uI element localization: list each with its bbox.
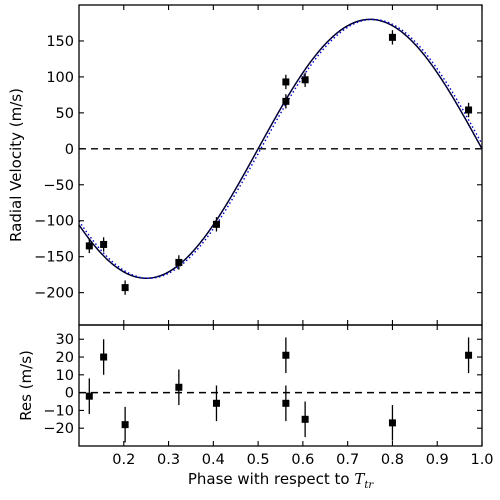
rv-point	[85, 238, 93, 254]
rv-point	[100, 237, 108, 252]
rv-y-tick-label: 150	[46, 34, 74, 50]
rv-y-tick-label: 100	[46, 70, 74, 86]
residual-marker	[282, 399, 290, 407]
residual-marker	[85, 392, 93, 400]
x-tick-label: 0.8	[381, 452, 404, 468]
residual-point	[175, 369, 183, 406]
residual-point	[301, 401, 309, 438]
rv-y-tick-label: 50	[56, 106, 74, 122]
residual-y-tick-label: 0	[65, 386, 74, 402]
residuals-panel: 30 20 10 0−10 −20 0.2 0.3 0.4 0.5 0.6 0.7 0.8 0.9 1.0…	[17, 324, 494, 491]
rv-marker	[282, 78, 290, 86]
residual-ticks: 30 20 10 0−10 −20 0.2 0.3 0.4 0.5 0.6 0.7 0.8 0.9 1.0	[43, 325, 494, 468]
residual-point	[388, 405, 396, 441]
x-axis-label-subscript: tr	[364, 480, 374, 491]
x-axis-label-text: Phase with respect to	[188, 470, 355, 488]
rv-marker	[175, 258, 183, 266]
rv-marker	[301, 76, 309, 84]
residual-y-tick-label: −20	[43, 421, 74, 437]
residual-y-tick-label: 30	[56, 332, 74, 348]
residual-marker	[282, 351, 290, 359]
rv-y-axis-label: Radial Velocity (m/s)	[7, 88, 25, 242]
rv-point	[212, 217, 220, 232]
rv-point	[465, 102, 473, 118]
residual-marker	[465, 351, 473, 359]
rv-marker	[121, 284, 129, 292]
rv-y-tick-label: −200	[34, 286, 74, 302]
rv-marker	[388, 33, 396, 41]
x-tick-label: 0.5	[247, 452, 270, 468]
model-curve-solid	[78, 18, 483, 280]
rv-marker	[282, 97, 290, 105]
residual-point	[282, 385, 290, 422]
x-tick-label: 0.6	[291, 452, 314, 468]
rv-y-tick-label: −50	[43, 178, 74, 194]
model-curve-dotted	[78, 18, 483, 279]
residual-marker	[301, 415, 309, 423]
rv-point	[388, 30, 396, 45]
rv-marker	[85, 242, 93, 250]
rv-marker	[465, 106, 473, 114]
residual-y-tick-label: −10	[43, 403, 74, 419]
rv-point	[121, 280, 129, 295]
model-curves	[78, 18, 483, 280]
rv-y-tick-label: −150	[34, 250, 74, 266]
residual-point	[212, 385, 220, 422]
residual-marker	[100, 353, 108, 361]
residual-marker	[175, 383, 183, 391]
residual-point	[465, 337, 473, 374]
residual-point	[100, 339, 108, 375]
radial-velocity-panel: 150 100 50 0 −50 −100 −150 −200 Radial Velocity…	[7, 4, 483, 326]
residual-y-tick-label: 20	[56, 350, 74, 366]
x-axis-label-math: T	[354, 470, 365, 488]
rv-point	[301, 72, 309, 87]
residual-point	[121, 406, 129, 443]
rv-marker	[212, 220, 220, 228]
residual-marker	[121, 421, 129, 429]
x-tick-label: 1.0	[470, 452, 493, 468]
rv-y-tick-label: 0	[65, 142, 74, 158]
residual-marker	[388, 419, 396, 427]
rv-point	[282, 94, 290, 109]
x-tick-label: 0.4	[202, 452, 225, 468]
rv-marker	[100, 240, 108, 248]
x-tick-label: 0.7	[336, 452, 359, 468]
residual-plot-frame	[78, 324, 483, 447]
rv-y-tick-label: −100	[34, 214, 74, 230]
x-tick-label: 0.9	[426, 452, 449, 468]
rv-point	[282, 74, 290, 90]
residual-point	[282, 337, 290, 374]
residual-y-tick-label: 10	[56, 368, 74, 384]
residual-marker	[212, 399, 220, 407]
x-tick-label: 0.3	[157, 452, 180, 468]
residual-y-axis-label: Res (m/s)	[17, 350, 35, 421]
x-tick-label: 0.2	[112, 452, 135, 468]
x-axis-label: Phase with respect to Ttr	[188, 470, 375, 491]
residual-data-points	[79, 337, 482, 443]
rv-y-ticks: 150 100 50 0 −50 −100 −150 −200	[34, 5, 483, 325]
rv-point	[175, 255, 183, 270]
residual-point	[85, 378, 93, 414]
rv-data-points	[85, 30, 473, 295]
